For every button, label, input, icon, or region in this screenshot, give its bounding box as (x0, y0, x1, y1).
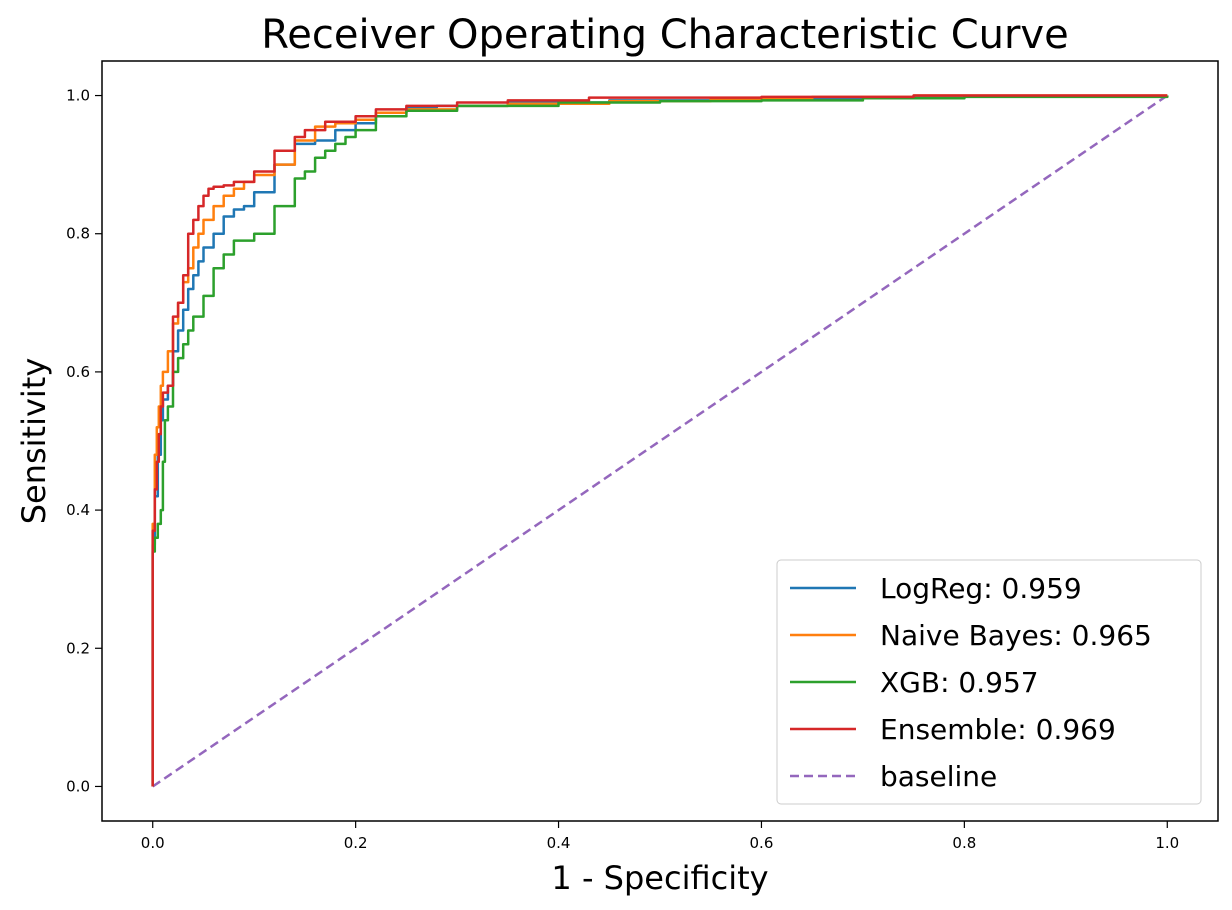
y-tick-label: 0.2 (66, 639, 90, 657)
x-axis-ticks: 0.0 0.2 0.4 0.6 0.8 1.0 (141, 821, 1179, 852)
y-tick-label: 1.0 (66, 87, 90, 105)
x-tick-label: 0.2 (344, 834, 368, 852)
plot-frame (101, 60, 1219, 822)
legend-label-0: LogReg: 0.959 (880, 572, 1082, 605)
series-layer (151, 94, 1169, 788)
x-tick-label: 0.6 (750, 834, 774, 852)
y-axis-ticks: 0.0 0.2 0.4 0.6 0.8 1.0 (66, 87, 102, 795)
x-tick-label: 0.8 (952, 834, 976, 852)
legend-label-1: Naive Bayes: 0.965 (880, 619, 1152, 652)
series-line-4 (151, 94, 1169, 788)
y-tick-label: 0.0 (66, 777, 90, 795)
y-tick-label: 0.6 (66, 363, 90, 381)
y-tick-label: 0.4 (66, 501, 90, 519)
legend-label-3: Ensemble: 0.969 (880, 713, 1116, 746)
series-line-3 (151, 94, 1168, 787)
x-tick-label: 1.0 (1155, 834, 1179, 852)
legend: LogReg: 0.959 Naive Bayes: 0.965 XGB: 0.95… (776, 559, 1202, 805)
x-tick-label: 0.4 (547, 834, 571, 852)
x-tick-label: 0.0 (141, 834, 165, 852)
series-line-2 (151, 95, 1169, 787)
y-axis-label: Sensitivity (15, 358, 53, 525)
legend-label-4: baseline (880, 760, 997, 793)
x-axis-label: 1 - Specificity (551, 859, 768, 897)
chart-title: Receiver Operating Characteristic Curve (261, 12, 1068, 58)
legend-box (776, 559, 1202, 805)
y-tick-label: 0.8 (66, 225, 90, 243)
legend-label-2: XGB: 0.957 (880, 666, 1039, 699)
